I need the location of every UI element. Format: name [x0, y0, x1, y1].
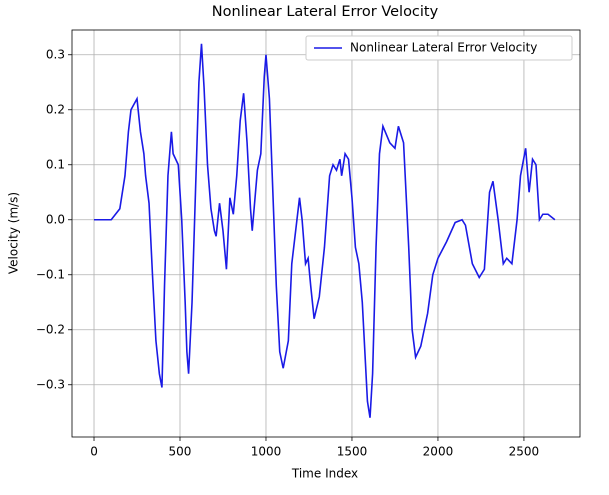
- y-tick-label: −0.2: [36, 322, 65, 336]
- series-line: [94, 43, 556, 418]
- y-axis-label: Velocity (m/s): [7, 192, 21, 274]
- x-tick-label: 2500: [509, 445, 540, 459]
- x-tick-label: 1000: [251, 445, 282, 459]
- x-tick-label: 500: [169, 445, 192, 459]
- x-tick-label: 2000: [423, 445, 454, 459]
- y-tick-label: 0.1: [46, 157, 65, 171]
- chart-title: Nonlinear Lateral Error Velocity: [212, 4, 439, 20]
- legend-label: Nonlinear Lateral Error Velocity: [350, 41, 537, 55]
- y-tick-label: −0.1: [36, 267, 65, 281]
- legend-box: [305, 35, 573, 61]
- y-tick-label: 0.2: [46, 102, 65, 116]
- y-tick-label: 0.3: [46, 47, 65, 61]
- plot-frame: [71, 29, 581, 438]
- legend: Nonlinear Lateral Error Velocity: [305, 35, 573, 61]
- y-tick-label: −0.3: [36, 377, 65, 391]
- x-tick-label: 0: [90, 445, 98, 459]
- x-axis-label: Time Index: [291, 467, 358, 481]
- y-tick-label: 0.0: [46, 212, 65, 226]
- x-tick-label: 1500: [337, 445, 368, 459]
